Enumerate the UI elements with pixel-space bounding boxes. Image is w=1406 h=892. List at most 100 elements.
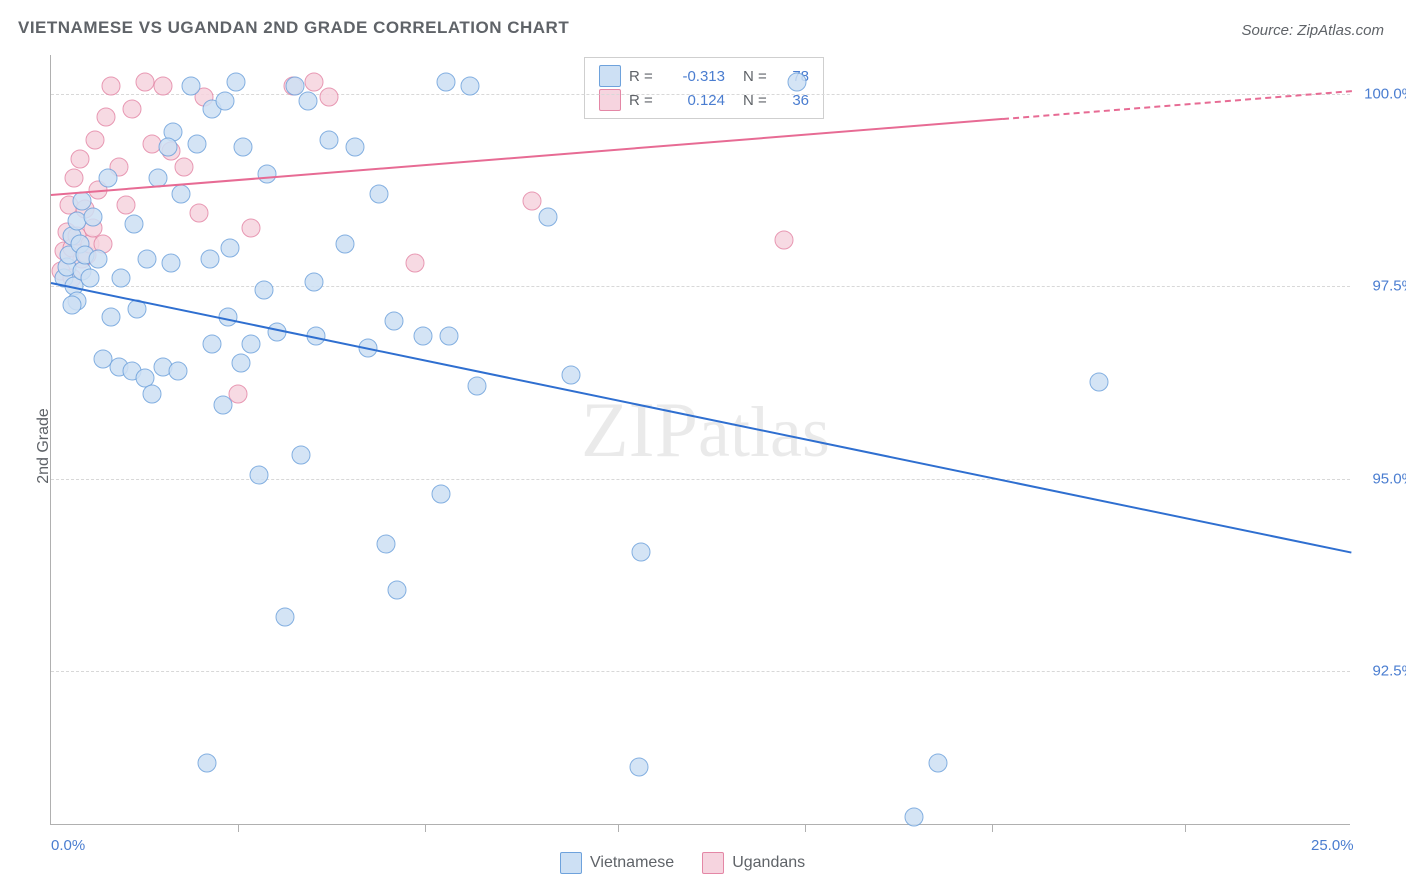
vietnamese-point [231,354,250,373]
vietnamese-point [234,138,253,157]
vietnamese-point [200,250,219,269]
vietnamese-point [460,76,479,95]
gridline [51,671,1350,672]
gridline [51,479,1350,480]
vietnamese-point [385,311,404,330]
vietnamese-point [369,184,388,203]
vietnamese-point [276,608,295,627]
vietnamese-point [291,446,310,465]
vietnamese-point [299,92,318,111]
ugandans-point [101,76,120,95]
legend-swatch [599,89,621,111]
ugandans-point [304,72,323,91]
vietnamese-point [320,130,339,149]
vietnamese-point [213,396,232,415]
vietnamese-point [788,72,807,91]
ugandans-point [122,99,141,118]
vietnamese-point [125,215,144,234]
vietnamese-point [182,76,201,95]
r-label: R = [629,68,659,85]
vietnamese-point [346,138,365,157]
vietnamese-point [387,581,406,600]
y-tick-label: 100.0% [1364,85,1406,102]
legend-label: Ugandans [732,854,805,872]
x-tick [238,824,239,832]
legend-item: Vietnamese [560,852,674,874]
vietnamese-point [221,238,240,257]
x-tick [618,824,619,832]
y-tick-label: 95.0% [1372,470,1406,487]
x-tick [425,824,426,832]
series-legend: Vietnamese Ugandans [560,852,805,874]
legend-swatch [702,852,724,874]
vietnamese-point [377,534,396,553]
vietnamese-point [88,250,107,269]
vietnamese-point [143,384,162,403]
gridline [51,94,1350,95]
vietnamese-point [562,365,581,384]
vietnamese-point [538,207,557,226]
ugandans-point [135,72,154,91]
vietnamese-point [255,280,274,299]
trend-line [51,118,1003,196]
vietnamese-point [138,250,157,269]
vietnamese-point [83,207,102,226]
vietnamese-point [928,754,947,773]
vietnamese-point [250,465,269,484]
vietnamese-point [101,307,120,326]
x-tick [992,824,993,832]
ugandans-point [406,253,425,272]
ugandans-point [242,219,261,238]
ugandans-point [86,130,105,149]
vietnamese-point [629,758,648,777]
x-tick-label: 25.0% [1311,837,1354,854]
vietnamese-point [169,361,188,380]
vietnamese-point [335,234,354,253]
ugandans-point [320,88,339,107]
vietnamese-point [216,92,235,111]
legend-label: Vietnamese [590,854,674,872]
ugandans-point [174,157,193,176]
vietnamese-point [439,327,458,346]
r-value: -0.313 [667,68,725,85]
vietnamese-point [226,72,245,91]
vietnamese-point [304,273,323,292]
vietnamese-point [1089,373,1108,392]
legend-row: R =0.124N =36 [599,88,809,112]
trend-line [51,282,1351,554]
source-label: Source: ZipAtlas.com [1241,22,1384,39]
legend-row: R =-0.313N =78 [599,64,809,88]
vietnamese-point [413,327,432,346]
vietnamese-point [159,138,178,157]
vietnamese-point [632,542,651,561]
ugandans-point [775,230,794,249]
x-tick [805,824,806,832]
ugandans-point [523,192,542,211]
gridline [51,286,1350,287]
y-tick-label: 92.5% [1372,663,1406,680]
vietnamese-point [437,72,456,91]
ugandans-point [153,76,172,95]
ugandans-point [96,107,115,126]
vietnamese-point [62,296,81,315]
vietnamese-point [161,253,180,272]
vietnamese-point [81,269,100,288]
chart-title: VIETNAMESE VS UGANDAN 2ND GRADE CORRELAT… [18,18,569,38]
ugandans-point [65,169,84,188]
legend-swatch [599,65,621,87]
legend-swatch [560,852,582,874]
vietnamese-point [242,334,261,353]
vietnamese-point [112,269,131,288]
ugandans-point [117,196,136,215]
x-tick-label: 0.0% [51,837,85,854]
vietnamese-point [198,754,217,773]
watermark: ZIPatlas [581,385,830,475]
vietnamese-point [905,808,924,827]
correlation-legend: R =-0.313N =78R =0.124N =36 [584,57,824,119]
x-tick [1185,824,1186,832]
vietnamese-point [187,134,206,153]
n-label: N = [743,68,773,85]
vietnamese-point [99,169,118,188]
vietnamese-point [257,165,276,184]
vietnamese-point [203,334,222,353]
